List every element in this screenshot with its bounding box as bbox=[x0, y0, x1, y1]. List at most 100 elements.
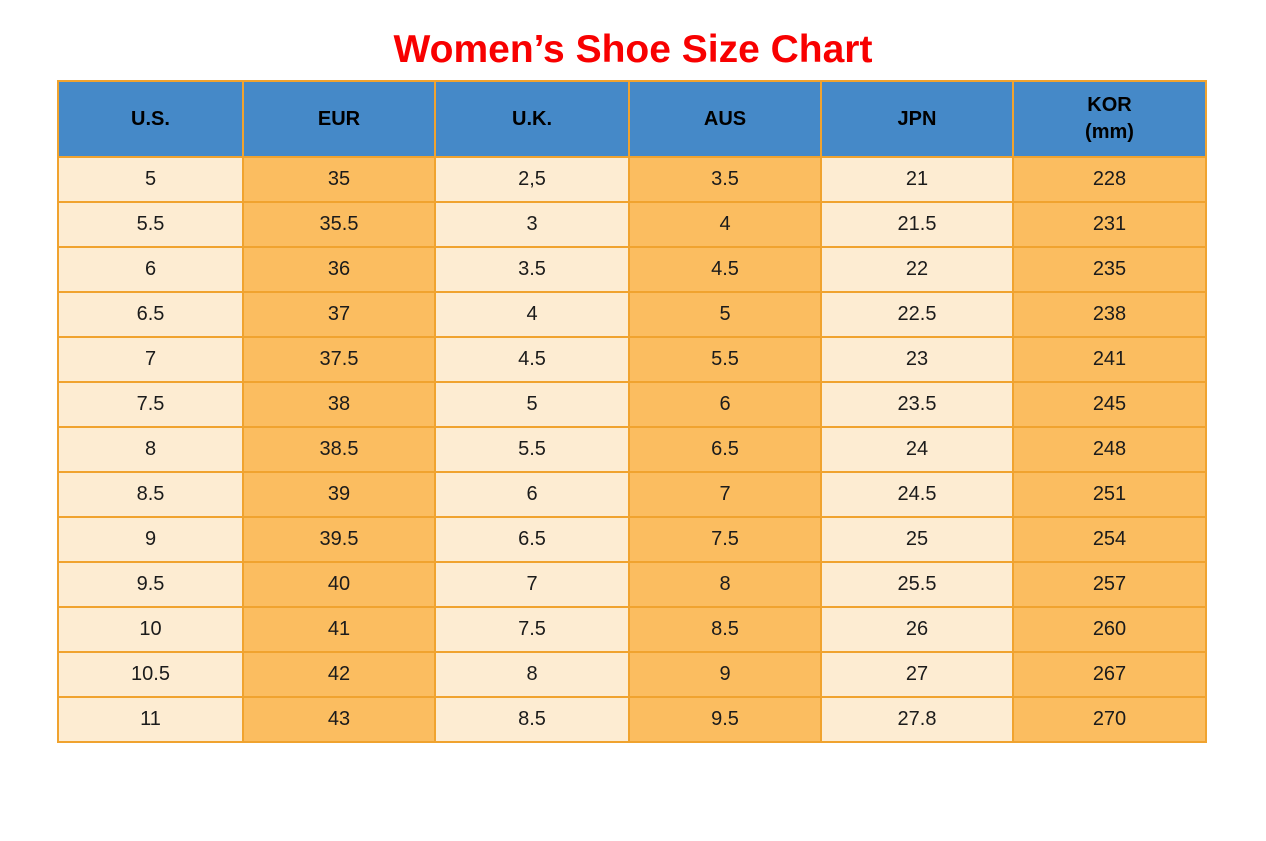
table-cell: 241 bbox=[1012, 336, 1207, 383]
table-cell: 6.5 bbox=[57, 291, 244, 338]
column-header-label: U.S. bbox=[131, 107, 170, 130]
table-cell: 40 bbox=[242, 561, 436, 608]
column-header-aus: AUS bbox=[628, 80, 822, 158]
table-cell: 24.5 bbox=[820, 471, 1014, 518]
table-cell: 8.5 bbox=[628, 606, 822, 653]
table-body: 5 35 2,5 3.5 21 228 5.5 35.5 3 4 21.5 231 6 36 3.5 4.5 2… bbox=[57, 156, 1207, 743]
table-cell: 22.5 bbox=[820, 291, 1014, 338]
table-cell: 235 bbox=[1012, 246, 1207, 293]
table-cell: 23.5 bbox=[820, 381, 1014, 428]
table-cell: 10 bbox=[57, 606, 244, 653]
column-header-uk: U.K. bbox=[434, 80, 630, 158]
table-cell: 41 bbox=[242, 606, 436, 653]
page-title: Women’s Shoe Size Chart bbox=[393, 28, 873, 71]
table-cell: 42 bbox=[242, 651, 436, 698]
table-row: 9.5 40 7 8 25.5 257 bbox=[57, 561, 1207, 608]
table-header: U.S. EUR U.K. AUS JPN KOR (mm) bbox=[57, 80, 1207, 158]
table-cell: 7.5 bbox=[434, 606, 630, 653]
table-cell: 27 bbox=[820, 651, 1014, 698]
table-row: 8 38.5 5.5 6.5 24 248 bbox=[57, 426, 1207, 473]
table-cell: 39 bbox=[242, 471, 436, 518]
table-cell: 37 bbox=[242, 291, 436, 338]
table-cell: 38.5 bbox=[242, 426, 436, 473]
table-row: 11 43 8.5 9.5 27.8 270 bbox=[57, 696, 1207, 743]
table-cell: 25 bbox=[820, 516, 1014, 563]
table-cell: 3.5 bbox=[434, 246, 630, 293]
table-cell: 5 bbox=[434, 381, 630, 428]
table-cell: 254 bbox=[1012, 516, 1207, 563]
column-header-label: U.K. bbox=[512, 107, 552, 130]
table-cell: 3.5 bbox=[628, 156, 822, 203]
table-cell: 8.5 bbox=[434, 696, 630, 743]
table-cell: 38 bbox=[242, 381, 436, 428]
column-header-jpn: JPN bbox=[820, 80, 1014, 158]
table-row: 6 36 3.5 4.5 22 235 bbox=[57, 246, 1207, 293]
table-row: 5 35 2,5 3.5 21 228 bbox=[57, 156, 1207, 203]
table-cell: 270 bbox=[1012, 696, 1207, 743]
column-header-kor: KOR (mm) bbox=[1012, 80, 1207, 158]
table-row: 10.5 42 8 9 27 267 bbox=[57, 651, 1207, 698]
column-header-us: U.S. bbox=[57, 80, 244, 158]
table-cell: 7 bbox=[57, 336, 244, 383]
table-cell: 5.5 bbox=[434, 426, 630, 473]
column-header-label: JPN bbox=[897, 107, 937, 130]
table-cell: 4.5 bbox=[434, 336, 630, 383]
table-row: 9 39.5 6.5 7.5 25 254 bbox=[57, 516, 1207, 563]
table-cell: 248 bbox=[1012, 426, 1207, 473]
column-header-label: EUR bbox=[317, 107, 361, 130]
table-cell: 2,5 bbox=[434, 156, 630, 203]
table-cell: 245 bbox=[1012, 381, 1207, 428]
table-cell: 21 bbox=[820, 156, 1014, 203]
table-cell: 8 bbox=[434, 651, 630, 698]
table-cell: 21.5 bbox=[820, 201, 1014, 248]
table-row: 7 37.5 4.5 5.5 23 241 bbox=[57, 336, 1207, 383]
table-cell: 27.8 bbox=[820, 696, 1014, 743]
table-cell: 7.5 bbox=[628, 516, 822, 563]
table-cell: 4 bbox=[628, 201, 822, 248]
table-cell: 8.5 bbox=[57, 471, 244, 518]
table-cell: 7.5 bbox=[57, 381, 244, 428]
table-cell: 35.5 bbox=[242, 201, 436, 248]
column-header-eur: EUR bbox=[242, 80, 436, 158]
table-cell: 23 bbox=[820, 336, 1014, 383]
table-cell: 39.5 bbox=[242, 516, 436, 563]
table-cell: 9.5 bbox=[628, 696, 822, 743]
table-cell: 4 bbox=[434, 291, 630, 338]
table-cell: 257 bbox=[1012, 561, 1207, 608]
table-cell: 7 bbox=[434, 561, 630, 608]
table-cell: 267 bbox=[1012, 651, 1207, 698]
table-cell: 260 bbox=[1012, 606, 1207, 653]
table-cell: 9 bbox=[628, 651, 822, 698]
table-cell: 6 bbox=[628, 381, 822, 428]
table-cell: 4.5 bbox=[628, 246, 822, 293]
table-cell: 11 bbox=[57, 696, 244, 743]
table-cell: 238 bbox=[1012, 291, 1207, 338]
table-cell: 6 bbox=[57, 246, 244, 293]
shoe-size-table: U.S. EUR U.K. AUS JPN KOR (mm) 5 35 2,5 3.5 21 228 5… bbox=[57, 80, 1207, 743]
table-cell: 228 bbox=[1012, 156, 1207, 203]
table-cell: 8 bbox=[57, 426, 244, 473]
table-cell: 8 bbox=[628, 561, 822, 608]
table-cell: 22 bbox=[820, 246, 1014, 293]
table-header-row: U.S. EUR U.K. AUS JPN KOR (mm) bbox=[57, 80, 1207, 158]
column-header-label: KOR bbox=[1087, 94, 1132, 116]
table-cell: 9 bbox=[57, 516, 244, 563]
table-cell: 10.5 bbox=[57, 651, 244, 698]
table-row: 8.5 39 6 7 24.5 251 bbox=[57, 471, 1207, 518]
column-header-label: AUS bbox=[703, 107, 747, 130]
table-row: 7.5 38 5 6 23.5 245 bbox=[57, 381, 1207, 428]
table-cell: 9.5 bbox=[57, 561, 244, 608]
table-cell: 35 bbox=[242, 156, 436, 203]
table-cell: 7 bbox=[628, 471, 822, 518]
table-cell: 25.5 bbox=[820, 561, 1014, 608]
table-cell: 6 bbox=[434, 471, 630, 518]
column-header-sublabel: (mm) bbox=[1085, 121, 1134, 143]
table-cell: 26 bbox=[820, 606, 1014, 653]
table-cell: 6.5 bbox=[628, 426, 822, 473]
table-cell: 36 bbox=[242, 246, 436, 293]
table-cell: 3 bbox=[434, 201, 630, 248]
table-cell: 5.5 bbox=[57, 201, 244, 248]
table-row: 5.5 35.5 3 4 21.5 231 bbox=[57, 201, 1207, 248]
table-cell: 251 bbox=[1012, 471, 1207, 518]
